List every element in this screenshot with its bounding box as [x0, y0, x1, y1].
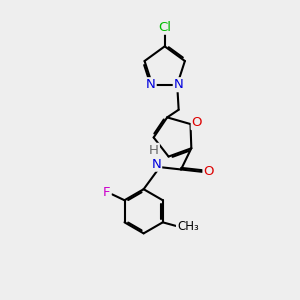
Text: O: O — [192, 116, 202, 129]
Text: N: N — [152, 158, 161, 171]
Text: Cl: Cl — [158, 21, 171, 34]
Text: N: N — [174, 78, 184, 91]
Text: CH₃: CH₃ — [177, 220, 199, 233]
Text: F: F — [103, 186, 111, 200]
Text: N: N — [146, 78, 156, 91]
Text: H: H — [149, 144, 159, 157]
Text: O: O — [203, 165, 214, 178]
